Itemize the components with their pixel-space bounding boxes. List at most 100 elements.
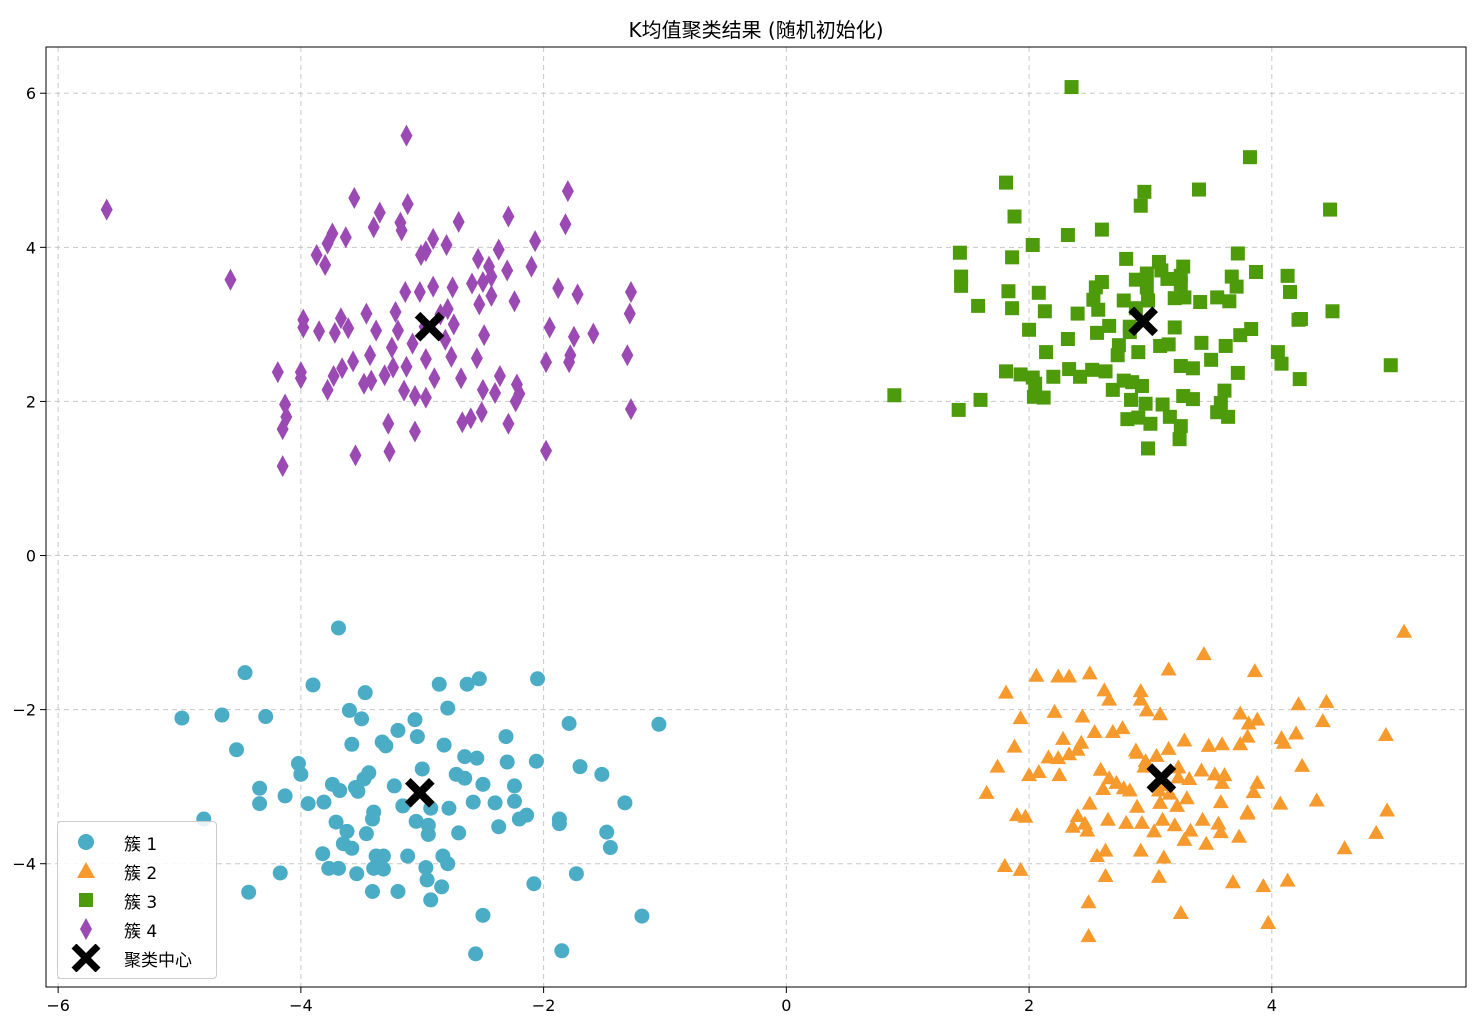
data-point — [1290, 696, 1307, 711]
data-point — [1210, 290, 1225, 305]
y-tick-label: 0 — [26, 547, 36, 566]
data-point — [492, 238, 505, 261]
data-point — [431, 676, 447, 692]
data-point — [1102, 318, 1117, 333]
data-point — [328, 814, 344, 830]
data-point — [540, 439, 553, 462]
data-point — [1249, 711, 1266, 726]
data-point — [1293, 311, 1308, 326]
data-point — [1279, 872, 1296, 887]
data-point — [996, 858, 1013, 873]
data-point — [1148, 747, 1165, 762]
data-point — [360, 302, 373, 325]
x-tick-label: −2 — [532, 996, 556, 1015]
centroid-stroke — [404, 778, 435, 808]
data-point — [525, 255, 538, 278]
y-tick-label: 6 — [26, 84, 36, 103]
data-point — [568, 866, 584, 882]
data-point — [252, 796, 268, 812]
data-point — [1137, 184, 1152, 199]
data-point — [989, 758, 1006, 773]
data-point — [1005, 250, 1020, 265]
data-point — [1031, 285, 1046, 300]
data-point — [466, 272, 478, 295]
data-point — [1244, 322, 1259, 336]
data-point — [1081, 665, 1098, 680]
data-point — [1182, 822, 1199, 837]
data-point — [602, 840, 618, 856]
data-point — [1046, 369, 1061, 384]
data-point — [472, 247, 485, 270]
data-point — [277, 788, 293, 804]
data-point — [399, 281, 412, 304]
legend-marker-square — [79, 893, 93, 907]
data-point — [1141, 293, 1156, 308]
data-point — [1185, 361, 1200, 376]
data-point — [1105, 382, 1120, 397]
data-point — [350, 783, 366, 799]
centroid-marker — [414, 311, 445, 342]
data-point — [440, 856, 456, 872]
data-point — [493, 365, 506, 387]
data-point — [1098, 364, 1113, 379]
data-point — [501, 259, 514, 282]
data-point — [954, 278, 969, 293]
x-tick-label: 0 — [781, 996, 791, 1015]
data-point — [1336, 840, 1353, 855]
data-point — [344, 736, 360, 752]
data-point — [418, 860, 434, 876]
data-point — [1116, 293, 1131, 308]
data-point — [998, 684, 1015, 699]
data-point — [1167, 320, 1182, 335]
data-point — [978, 784, 995, 799]
data-point — [952, 245, 967, 260]
data-point — [1114, 720, 1131, 735]
data-point — [1210, 815, 1227, 830]
data-point — [224, 268, 237, 291]
data-point — [1138, 702, 1155, 717]
legend-label: 聚类中心 — [124, 950, 192, 971]
data-point — [436, 737, 452, 753]
legend-label: 簇 3 — [124, 892, 158, 913]
data-point — [999, 175, 1014, 190]
data-point — [357, 685, 373, 701]
data-point — [617, 795, 633, 811]
data-point — [1230, 365, 1245, 380]
data-point — [459, 676, 475, 692]
data-point — [276, 418, 289, 441]
data-point — [1283, 285, 1298, 300]
data-point — [1060, 332, 1075, 347]
data-point — [1193, 762, 1210, 777]
y-tick-label: 2 — [26, 392, 36, 411]
data-point — [316, 794, 332, 810]
data-point — [1026, 389, 1041, 404]
series-cluster-3 — [887, 80, 1398, 456]
data-point — [1005, 301, 1020, 316]
data-points — [100, 80, 1413, 962]
data-point — [1025, 238, 1040, 253]
data-point — [382, 412, 395, 435]
data-point — [561, 180, 574, 203]
data-point — [587, 322, 600, 345]
data-point — [475, 401, 488, 424]
data-point — [1193, 295, 1208, 310]
data-point — [594, 766, 610, 782]
data-point — [1325, 304, 1340, 319]
data-point — [347, 350, 360, 373]
legend-marker-diamond — [80, 918, 92, 940]
data-point — [1069, 807, 1086, 822]
data-point — [1260, 915, 1277, 930]
data-point — [358, 826, 374, 842]
data-point — [1155, 397, 1170, 412]
data-point — [1007, 209, 1022, 224]
data-point — [1012, 710, 1029, 725]
data-point — [1069, 741, 1086, 756]
data-point — [1153, 338, 1168, 353]
data-point — [1383, 358, 1398, 373]
data-point — [390, 722, 406, 738]
data-point — [1129, 798, 1146, 813]
data-point — [1150, 868, 1167, 883]
data-point — [1185, 392, 1200, 407]
data-point — [1132, 691, 1149, 706]
data-point — [440, 234, 453, 257]
